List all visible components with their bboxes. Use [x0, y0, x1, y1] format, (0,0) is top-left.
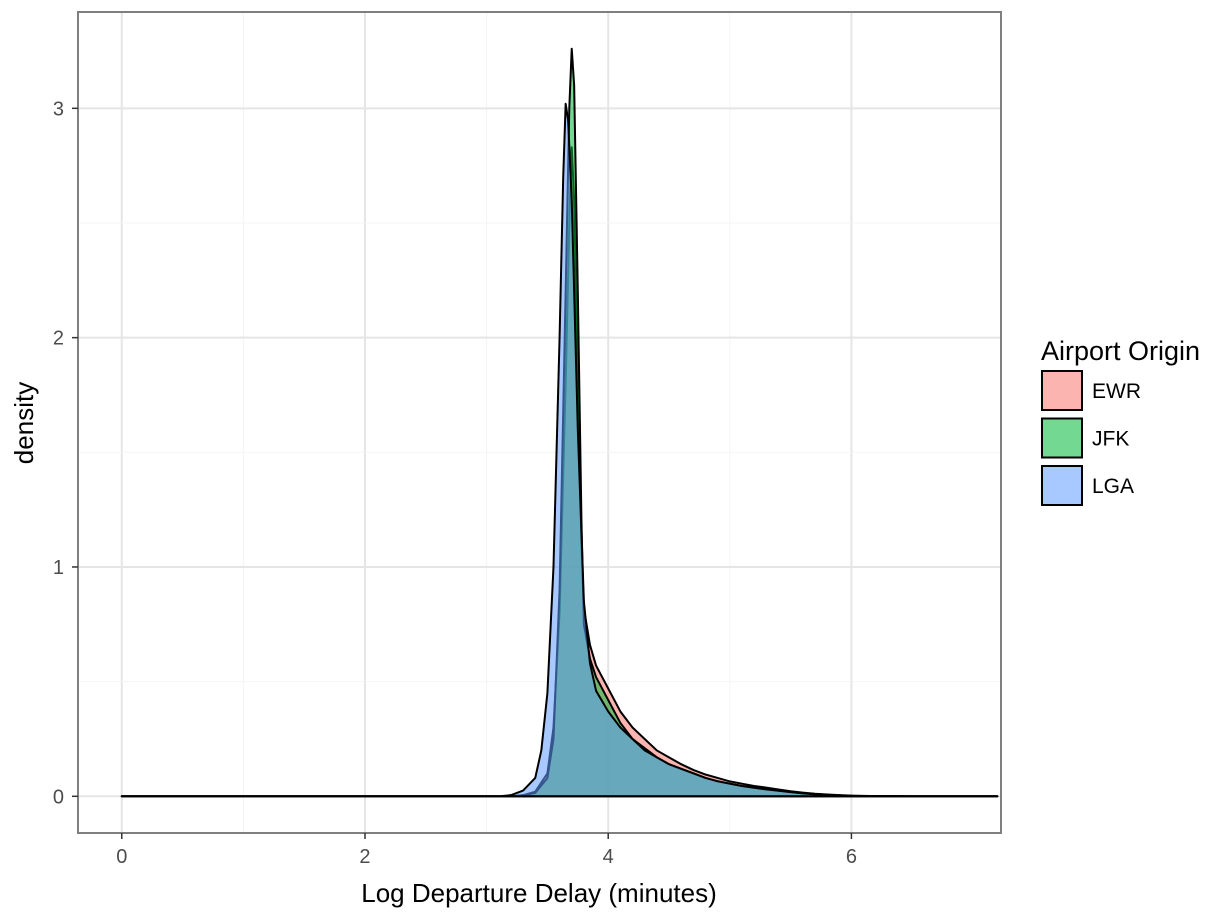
x-tick-label: 4: [603, 846, 614, 868]
legend-item-jfk: JFK: [1041, 417, 1129, 459]
x-tick-label: 6: [846, 846, 857, 868]
density-area-lga: [120, 102, 999, 798]
y-tick-label: 3: [53, 98, 64, 120]
x-axis-ticks: 0 2 4 6: [116, 833, 857, 868]
density-areas: [120, 47, 999, 798]
x-tick-label: 2: [359, 846, 370, 868]
legend-item-lga: LGA: [1041, 465, 1134, 506]
y-tick-label: 2: [53, 328, 64, 350]
y-tick-label: 0: [53, 786, 64, 808]
legend-key-swatch: [1041, 465, 1083, 506]
legend-item-ewr: EWR: [1041, 370, 1141, 411]
legend-items: EWR JFK LGA: [1041, 370, 1141, 506]
x-axis-title: Log Departure Delay (minutes): [361, 878, 717, 908]
legend-key-swatch: [1041, 417, 1083, 459]
y-axis-title: density: [9, 382, 39, 464]
legend-label: LGA: [1092, 475, 1134, 498]
legend: Airport Origin EWR JFK LGA: [1041, 336, 1200, 506]
legend-label: JFK: [1092, 428, 1129, 451]
y-tick-label: 1: [53, 557, 64, 579]
y-axis-ticks: 0 1 2 3: [53, 98, 78, 808]
legend-key-swatch: [1041, 370, 1083, 411]
legend-label: EWR: [1092, 380, 1141, 403]
legend-title: Airport Origin: [1041, 336, 1200, 366]
x-tick-label: 0: [116, 846, 127, 868]
plot-panel-border: [77, 11, 1002, 834]
